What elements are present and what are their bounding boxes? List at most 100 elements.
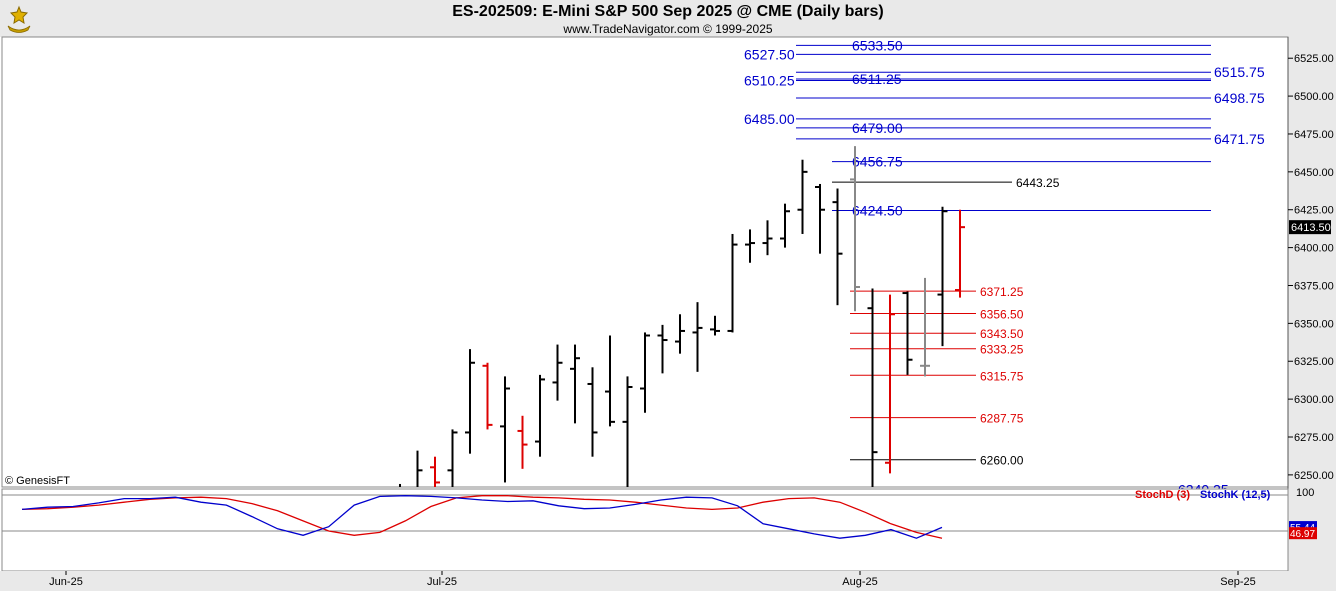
- fib-label: 6511.25: [852, 71, 902, 87]
- fib-level: 6485.00: [744, 111, 1211, 127]
- legend-stochD: StochD (3): [1135, 489, 1190, 501]
- fib-label: 6471.75: [1214, 131, 1265, 147]
- y-tick-label: 6500.00: [1294, 91, 1334, 103]
- price-bar: [465, 349, 475, 454]
- fib-level: 6315.75: [850, 369, 1024, 383]
- fib-label: 6515.75: [1214, 64, 1265, 80]
- price-bar: [587, 367, 598, 457]
- price-panel-frame: [1, 36, 1289, 488]
- fib-label: 6498.75: [1214, 90, 1265, 106]
- y-tick-label: 6375.00: [1294, 280, 1334, 292]
- fib-level: 6333.25: [850, 343, 1024, 357]
- stochD-line: [21, 495, 943, 539]
- y-tick-label: 6400.00: [1294, 243, 1334, 255]
- price-bars: [395, 146, 965, 507]
- stochD-last-label: 46.97: [1290, 529, 1315, 540]
- fib-level: 6424.50: [832, 202, 1211, 218]
- fib-level: 6533.50: [796, 37, 1211, 53]
- fib-level: 6510.25: [744, 73, 1211, 89]
- chart-title: ES-202509: E-Mini S&P 500 Sep 2025 @ CME…: [452, 3, 884, 20]
- price-bar: [692, 302, 703, 372]
- fib-label: 6315.75: [980, 369, 1024, 383]
- price-bar: [815, 183, 825, 254]
- price-bar: [937, 206, 948, 347]
- price-bar: [675, 314, 685, 354]
- fib-label: 6443.25: [1016, 176, 1060, 190]
- price-bar: [885, 294, 895, 474]
- fib-label: 6371.25: [980, 285, 1024, 299]
- price-bar: [762, 220, 773, 256]
- price-bar: [850, 146, 860, 312]
- fib-label: 6287.75: [980, 412, 1024, 426]
- fib-level: 6260.00: [850, 454, 1024, 468]
- time-axis-background: [0, 571, 1336, 591]
- price-bar: [570, 344, 580, 424]
- last-price-label: 6413.50: [1291, 222, 1331, 234]
- fib-level: 6498.75: [796, 90, 1265, 106]
- fib-level: 6471.75: [796, 131, 1265, 147]
- fib-label: 6343.50: [980, 327, 1024, 341]
- y-tick-label: 6450.00: [1294, 167, 1334, 179]
- fib-level: 6515.75: [796, 64, 1265, 80]
- y-tick-label: 6325.00: [1294, 356, 1334, 368]
- fib-label: 6456.75: [852, 154, 903, 170]
- fib-label: 6479.00: [852, 120, 903, 136]
- price-scale-background: [1288, 37, 1336, 571]
- fib-label: 6333.25: [980, 343, 1024, 357]
- price-bar: [867, 288, 878, 487]
- y-tick-label: 6250.00: [1294, 470, 1334, 482]
- price-bar: [710, 315, 720, 336]
- stochD-last-box: [1289, 527, 1317, 540]
- x-tick-label: Jun-25: [49, 576, 83, 588]
- price-bar: [920, 277, 930, 377]
- fib-level: 6527.50: [744, 46, 1211, 62]
- price-bar: [517, 415, 528, 469]
- fib-label: 6356.50: [980, 308, 1024, 322]
- y-tick-label: 6525.00: [1294, 53, 1334, 65]
- fib-label: 6485.00: [744, 111, 795, 127]
- price-bar: [797, 159, 808, 234]
- y-tick-label: 6425.00: [1294, 205, 1334, 217]
- price-bar: [430, 456, 440, 487]
- price-bar: [605, 335, 615, 427]
- fib-level: 6371.25: [850, 285, 1024, 299]
- fib-label: 6424.50: [852, 202, 903, 218]
- chart-header: [0, 0, 1336, 37]
- price-bar: [447, 429, 458, 487]
- fib-level: 6479.00: [796, 120, 1211, 136]
- price-bar: [902, 291, 913, 375]
- stochK-line: [21, 495, 943, 539]
- fib-label: 6533.50: [852, 37, 903, 53]
- price-bar: [955, 209, 965, 298]
- fib-label: 6510.25: [744, 73, 795, 89]
- watermark: © GenesisFT: [5, 475, 70, 487]
- x-tick-label: Aug-25: [842, 576, 877, 588]
- time-axis: Jun-25 Jul-25 Aug-25 Sep-25: [0, 571, 1336, 591]
- fib-level: 6287.75: [850, 412, 1024, 426]
- price-bar: [727, 233, 738, 333]
- fib-level: 6343.50: [850, 327, 1024, 341]
- y-tick-label: 6300.00: [1294, 394, 1334, 406]
- price-bar: [745, 229, 755, 263]
- logo-icon: [7, 5, 31, 33]
- x-tick-label: Sep-25: [1220, 576, 1255, 588]
- y-tick-label: 6275.00: [1294, 432, 1334, 444]
- fib-label: 6527.50: [744, 46, 795, 62]
- price-bar: [552, 344, 563, 401]
- fib-level: 6511.25: [796, 71, 1211, 87]
- stochastic-y-tick: 100: [1296, 487, 1314, 499]
- price-bar: [657, 324, 668, 374]
- last-price-box: [1289, 220, 1331, 235]
- price-bar: [482, 362, 493, 430]
- price-bar: [622, 376, 633, 487]
- price-bar: [780, 203, 790, 248]
- price-bar: [640, 332, 650, 413]
- fib-levels: 6533.50 6527.50 6515.75 6511.25 6510.25 6498.…: [744, 37, 1265, 497]
- legend-stochK: StochK (12,5): [1200, 489, 1271, 501]
- fib-level: 6443.25: [832, 176, 1060, 190]
- price-bar: [832, 188, 843, 306]
- fib-level: 6356.50: [850, 308, 1024, 322]
- x-tick-label: Jul-25: [427, 576, 457, 588]
